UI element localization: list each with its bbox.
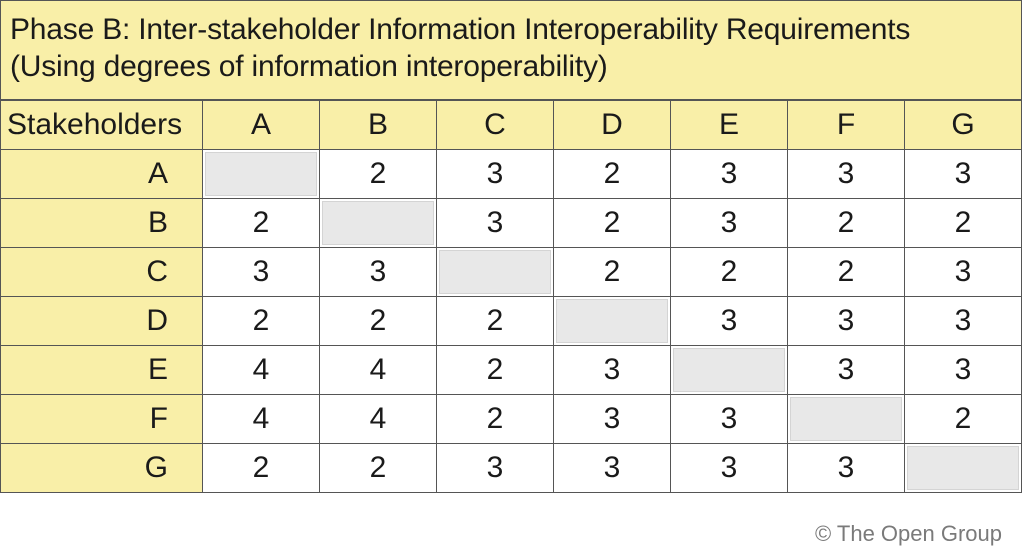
row-header-a: A [0, 149, 203, 199]
matrix-cell-e-b: 4 [319, 345, 437, 395]
matrix-cell-b-g: 2 [904, 198, 1022, 248]
matrix-cell-g-d: 3 [553, 443, 671, 493]
title-box: Phase B: Inter-stakeholder Information I… [0, 0, 1022, 100]
matrix-cell-c-e: 2 [670, 247, 788, 297]
matrix-cell-a-d: 2 [553, 149, 671, 199]
row-header-e: E [0, 345, 203, 395]
title-line-1: Phase B: Inter-stakeholder Information I… [10, 13, 911, 46]
column-header-c: C [436, 100, 554, 150]
diagonal-shading [790, 397, 902, 441]
diagonal-shading [322, 201, 434, 245]
matrix-cell-d-a: 2 [202, 296, 320, 346]
column-header-d: D [553, 100, 671, 150]
matrix-cell-a-b: 2 [319, 149, 437, 199]
diagonal-cell [202, 149, 320, 199]
matrix-cell-g-a: 2 [202, 443, 320, 493]
matrix-cell-c-b: 3 [319, 247, 437, 297]
row-header-g: G [0, 443, 203, 493]
diagonal-cell [436, 247, 554, 297]
diagonal-cell [319, 198, 437, 248]
matrix-cell-g-c: 3 [436, 443, 554, 493]
column-header-a: A [202, 100, 320, 150]
matrix-cell-d-g: 3 [904, 296, 1022, 346]
diagonal-cell [904, 443, 1022, 493]
matrix-cell-a-f: 3 [787, 149, 905, 199]
diagonal-shading [439, 250, 551, 294]
matrix-cell-e-g: 3 [904, 345, 1022, 395]
diagonal-cell [670, 345, 788, 395]
row-header-b: B [0, 198, 203, 248]
column-header-e: E [670, 100, 788, 150]
matrix-cell-d-e: 3 [670, 296, 788, 346]
matrix-cell-e-a: 4 [202, 345, 320, 395]
matrix-cell-b-e: 3 [670, 198, 788, 248]
column-header-f: F [787, 100, 905, 150]
matrix-cell-a-c: 3 [436, 149, 554, 199]
matrix-cell-f-a: 4 [202, 394, 320, 444]
matrix-cell-b-c: 3 [436, 198, 554, 248]
column-header-g: G [904, 100, 1022, 150]
matrix-cell-d-f: 3 [787, 296, 905, 346]
matrix-cell-a-g: 3 [904, 149, 1022, 199]
row-header-d: D [0, 296, 203, 346]
matrix-cell-f-e: 3 [670, 394, 788, 444]
matrix-cell-g-b: 2 [319, 443, 437, 493]
matrix-cell-b-f: 2 [787, 198, 905, 248]
diagonal-cell [553, 296, 671, 346]
matrix-cell-d-b: 2 [319, 296, 437, 346]
matrix-cell-c-a: 3 [202, 247, 320, 297]
matrix-cell-e-c: 2 [436, 345, 554, 395]
copyright-text: © The Open Group [814, 521, 1002, 546]
row-header-f: F [0, 394, 203, 444]
matrix-cell-e-d: 3 [553, 345, 671, 395]
matrix-cell-c-g: 3 [904, 247, 1022, 297]
diagonal-shading [907, 446, 1019, 490]
matrix-cell-f-g: 2 [904, 394, 1022, 444]
column-header-b: B [319, 100, 437, 150]
matrix-cell-f-c: 2 [436, 394, 554, 444]
row-header-c: C [0, 247, 203, 297]
diagonal-shading [673, 348, 785, 392]
matrix-cell-g-f: 3 [787, 443, 905, 493]
matrix-cell-f-b: 4 [319, 394, 437, 444]
matrix-cell-b-d: 2 [553, 198, 671, 248]
title-line-2: (Using degrees of information interopera… [10, 50, 608, 83]
matrix-cell-d-c: 2 [436, 296, 554, 346]
matrix-cell-c-f: 2 [787, 247, 905, 297]
diagonal-shading [556, 299, 668, 343]
matrix-cell-a-e: 3 [670, 149, 788, 199]
matrix-cell-g-e: 3 [670, 443, 788, 493]
corner-label: Stakeholders [0, 100, 203, 150]
matrix-cell-f-d: 3 [553, 394, 671, 444]
diagonal-shading [205, 152, 317, 196]
matrix-cell-e-f: 3 [787, 345, 905, 395]
diagonal-cell [787, 394, 905, 444]
matrix-cell-c-d: 2 [553, 247, 671, 297]
matrix-cell-b-a: 2 [202, 198, 320, 248]
